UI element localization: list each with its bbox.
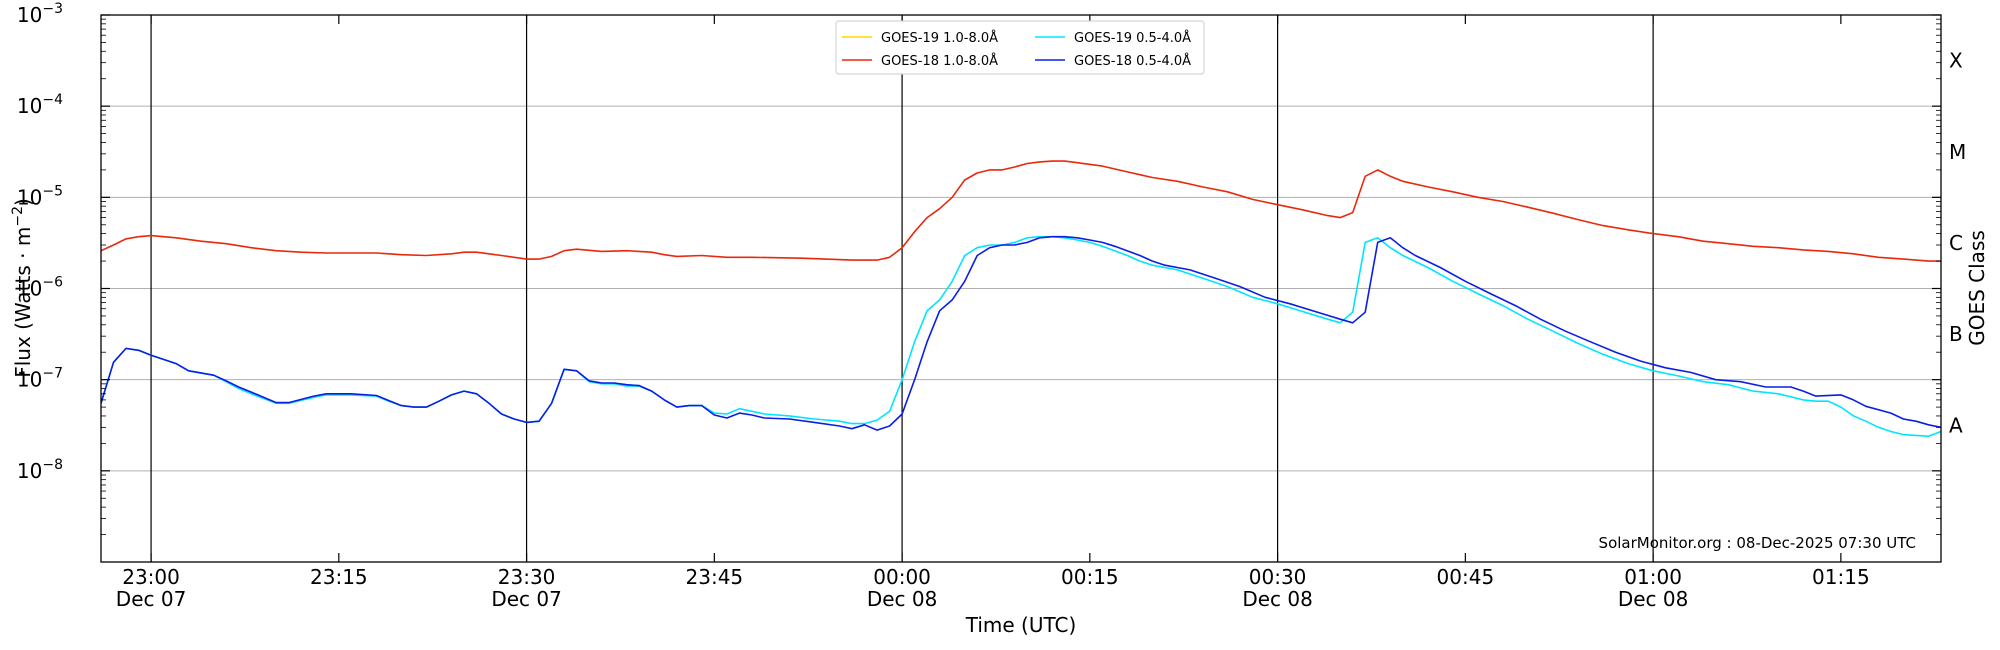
class-label-X: X: [1949, 49, 1963, 73]
y-tick-label-exp-4: −4: [42, 92, 63, 108]
x-tick-label-4: 00:00: [873, 565, 931, 589]
x-tick-label-9: 01:15: [1812, 565, 1870, 589]
x-tick-label-5: 00:15: [1061, 565, 1119, 589]
x-tick-date-2: Dec 07: [491, 587, 562, 611]
x-tick-label-2: 23:30: [498, 565, 556, 589]
x-tick-date-6: Dec 08: [1242, 587, 1313, 611]
day-marker-lines: [150, 15, 1654, 562]
y-tick-label-2: 10−6: [17, 275, 63, 301]
y-tick-label-1: 10−7: [17, 366, 63, 392]
y-axis-label-main: Flux (Watts · m: [11, 227, 35, 378]
y-tick-label-5: 10−3: [17, 1, 63, 27]
series-line-2: [101, 160, 1941, 262]
class-label-M: M: [1949, 140, 1966, 164]
x-tick-label-6: 00:30: [1249, 565, 1307, 589]
legend-box: [835, 20, 1205, 75]
legend-label-goes18-short: GOES-18 0.5-4.0Å: [1074, 53, 1191, 69]
x-tick-label-7: 00:45: [1437, 565, 1495, 589]
legend: GOES-19 1.0-8.0Å GOES-18 1.0-8.0Å GOES-1…: [835, 20, 1205, 75]
legend-label-goes19-long: GOES-19 1.0-8.0Å: [881, 30, 998, 46]
legend-label-goes18-long: GOES-18 1.0-8.0Å: [881, 53, 998, 69]
series-lines: [101, 160, 1941, 437]
x-tick-label-3: 23:45: [686, 565, 744, 589]
y-tick-label-exp-3: −5: [42, 183, 63, 199]
x-tick-date-4: Dec 08: [867, 587, 938, 611]
y-tick-label-exp-2: −6: [42, 275, 63, 291]
y2-axis-label: GOES Class: [1965, 230, 1989, 346]
y-axis-label: Flux (Watts · m−2): [10, 198, 35, 378]
x-axis-label: Time (UTC): [965, 613, 1077, 637]
class-label-B: B: [1949, 322, 1963, 346]
x-tick-label-0: 23:00: [122, 565, 180, 589]
y-tick-label-0: 10−8: [17, 457, 63, 483]
y-axis-ticks: 10−810−710−610−510−410−3: [17, 1, 1941, 535]
y-tick-label-exp-0: −8: [42, 457, 63, 473]
y-tick-label-exp-5: −3: [42, 1, 63, 17]
class-label-A: A: [1949, 413, 1963, 437]
y-axis-label-exp: −2: [10, 206, 26, 227]
series-line-1: [101, 235, 1941, 437]
x-tick-label-8: 01:00: [1624, 565, 1682, 589]
y-axis-label-close: ): [11, 198, 35, 206]
series-line-3: [101, 235, 1941, 431]
credit-text: SolarMonitor.org : 08-Dec-2025 07:30 UTC: [1599, 534, 1916, 552]
legend-label-goes19-short: GOES-19 0.5-4.0Å: [1074, 30, 1191, 46]
x-tick-date-8: Dec 08: [1618, 587, 1689, 611]
goes-class-labels: A B C M X: [1949, 49, 1966, 438]
class-label-C: C: [1949, 231, 1963, 255]
y-tick-label-4: 10−4: [17, 92, 63, 118]
y-tick-label-exp-1: −7: [42, 366, 63, 382]
x-tick-label-1: 23:15: [310, 565, 368, 589]
x-tick-date-0: Dec 07: [116, 587, 187, 611]
